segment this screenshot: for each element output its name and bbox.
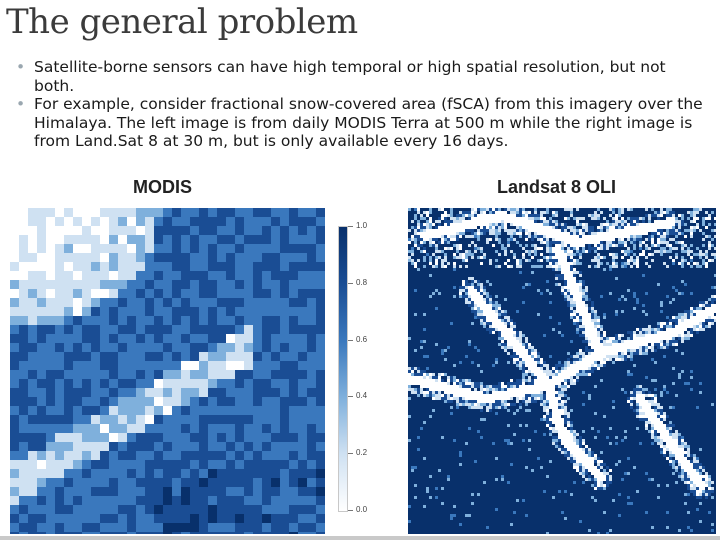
colorbar-tick	[348, 282, 353, 284]
bullet-text: Satellite-borne sensors can have high te…	[34, 58, 666, 95]
colorbar-tick	[348, 510, 353, 511]
colorbar-tick	[348, 226, 353, 227]
slide-title: The general problem	[6, 2, 358, 42]
bullet-item: • Satellite-borne sensors can have high …	[14, 58, 708, 95]
colorbar-tick-label: 0.2	[356, 448, 368, 458]
colorbar-tick-label: 0.0	[356, 505, 368, 514]
footer-rule	[0, 536, 720, 540]
landsat-snow-map	[408, 208, 716, 534]
modis-image	[10, 208, 325, 534]
bullet-item: • For example, consider fractional snow-…	[14, 95, 708, 151]
bullet-list: • Satellite-borne sensors can have high …	[14, 58, 708, 151]
colorbar-tick-label: 1.0	[356, 221, 368, 230]
bullet-icon: •	[16, 95, 26, 113]
bullet-text: For example, consider fractional snow-co…	[34, 95, 703, 150]
modis-label: MODIS	[133, 177, 193, 197]
colorbar-tick	[348, 453, 353, 455]
colorbar-tick-label: 0.4	[356, 391, 368, 401]
landsat-image	[408, 208, 716, 534]
modis-snow-map	[10, 208, 325, 534]
colorbar-tick	[348, 339, 353, 341]
colorbar-tick-label: 0.8	[356, 277, 368, 287]
colorbar: 1.0 0.8 0.6 0.4 0.2 0.0	[334, 218, 404, 518]
landsat-label: Landsat 8 OLI	[497, 177, 617, 197]
colorbar-gradient	[338, 226, 348, 512]
colorbar-tick-label: 0.6	[356, 334, 368, 344]
bullet-icon: •	[16, 58, 26, 76]
colorbar-tick	[348, 396, 353, 398]
